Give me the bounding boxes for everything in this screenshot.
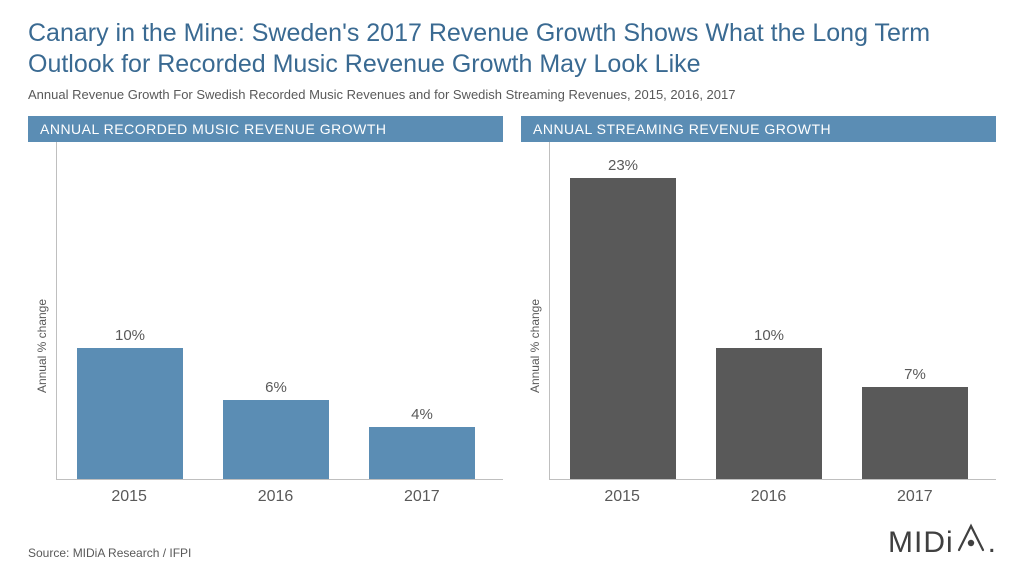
bar-rect	[862, 387, 967, 479]
bars-area: 10% 6% 4%	[56, 142, 503, 481]
chart-header: ANNUAL STREAMING REVENUE GROWTH	[521, 116, 996, 142]
bar-value-label: 10%	[115, 327, 145, 344]
bar: 6%	[203, 152, 349, 480]
logo-a-icon	[955, 522, 987, 552]
bar-rect	[369, 427, 474, 479]
logo-dot: .	[988, 526, 996, 560]
chart-panel-recorded: ANNUAL RECORDED MUSIC REVENUE GROWTH Ann…	[28, 116, 503, 507]
logo-text: MIDi	[888, 526, 954, 560]
source-text: Source: MIDiA Research / IFPI	[28, 546, 191, 560]
charts-row: ANNUAL RECORDED MUSIC REVENUE GROWTH Ann…	[28, 116, 996, 507]
bar-rect	[77, 348, 182, 479]
y-axis-label: Annual % change	[35, 299, 49, 393]
bar: 10%	[696, 152, 842, 480]
x-tick: 2015	[549, 488, 695, 506]
x-tick: 2016	[695, 488, 841, 506]
x-axis: 2015 2016 2017	[549, 480, 996, 506]
x-tick: 2017	[842, 488, 988, 506]
page-subtitle: Annual Revenue Growth For Swedish Record…	[28, 87, 996, 102]
bar: 4%	[349, 152, 495, 480]
bar: 23%	[550, 152, 696, 480]
page-title: Canary in the Mine: Sweden's 2017 Revenu…	[28, 18, 996, 81]
x-axis: 2015 2016 2017	[56, 480, 503, 506]
bar-value-label: 6%	[265, 379, 287, 396]
bar-rect	[223, 400, 328, 479]
bar-value-label: 10%	[754, 327, 784, 344]
bar-value-label: 23%	[608, 157, 638, 174]
x-tick: 2017	[349, 488, 495, 506]
bar: 7%	[842, 152, 988, 480]
y-axis-label: Annual % change	[528, 299, 542, 393]
bars-area: 23% 10% 7%	[549, 142, 996, 481]
bar: 10%	[57, 152, 203, 480]
bar-value-label: 4%	[411, 406, 433, 423]
x-tick: 2015	[56, 488, 202, 506]
bar-rect	[716, 348, 821, 479]
chart-header: ANNUAL RECORDED MUSIC REVENUE GROWTH	[28, 116, 503, 142]
midia-logo: MIDi .	[888, 522, 996, 560]
footer: Source: MIDiA Research / IFPI MIDi .	[28, 512, 996, 560]
x-tick: 2016	[202, 488, 348, 506]
bar-rect	[570, 178, 675, 479]
chart-panel-streaming: ANNUAL STREAMING REVENUE GROWTH Annual %…	[521, 116, 996, 507]
bar-value-label: 7%	[904, 366, 926, 383]
